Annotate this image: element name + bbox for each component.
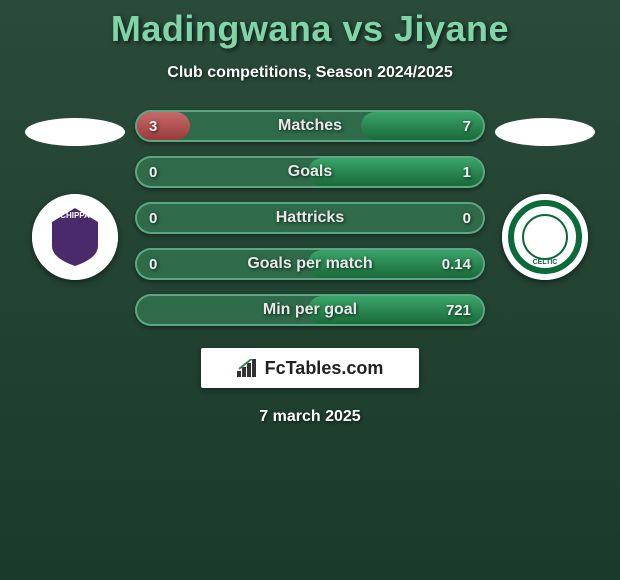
player-right-crest: CELTIC (502, 194, 588, 280)
stat-row: Min per goal 721 (135, 294, 485, 326)
brand-label: FcTables.com (265, 358, 384, 379)
brand-chart-icon (237, 359, 259, 377)
page-title: Madingwana vs Jiyane (0, 8, 620, 50)
brand-link[interactable]: FcTables.com (201, 348, 419, 388)
crest-left-label: CHIPPA (60, 211, 90, 220)
date-label: 7 march 2025 (0, 408, 620, 426)
stat-value-left: 0 (149, 164, 157, 181)
subtitle: Club competitions, Season 2024/2025 (0, 64, 620, 82)
stat-value-right: 0.14 (442, 256, 471, 273)
stat-value-left: 0 (149, 210, 157, 227)
player-right-silhouette-icon (490, 110, 600, 154)
stat-label: Goals (288, 163, 332, 181)
player-left-crest: CHIPPA (32, 194, 118, 280)
stat-row: 0 Goals per match 0.14 (135, 248, 485, 280)
stat-label: Min per goal (263, 301, 357, 319)
stat-row: 3 Matches 7 (135, 110, 485, 142)
stat-bar-left (137, 112, 190, 140)
crest-right-label: CELTIC (533, 259, 558, 266)
stat-value-left: 3 (149, 118, 157, 135)
stat-label: Hattricks (276, 209, 344, 227)
stat-row: 0 Goals 1 (135, 156, 485, 188)
stat-value-right: 721 (446, 302, 471, 319)
stat-row: 0 Hattricks 0 (135, 202, 485, 234)
stat-label: Goals per match (247, 255, 372, 273)
stat-label: Matches (278, 117, 342, 135)
stat-value-left: 0 (149, 256, 157, 273)
stat-value-right: 0 (463, 210, 471, 227)
stat-value-right: 1 (463, 164, 471, 181)
player-left-col: CHIPPA (15, 110, 135, 280)
player-left-silhouette-icon (20, 110, 130, 154)
player-right-col: CELTIC (485, 110, 605, 280)
stat-value-right: 7 (463, 118, 471, 135)
comparison-card: Madingwana vs Jiyane Club competitions, … (0, 0, 620, 426)
comparison-body: CHIPPA 3 Matches 7 0 Goals 1 0 Hattricks 0 0 Goals… (0, 110, 620, 326)
stat-bar-right (308, 158, 483, 186)
stats-list: 3 Matches 7 0 Goals 1 0 Hattricks 0 0 Goals per ma… (135, 110, 485, 326)
